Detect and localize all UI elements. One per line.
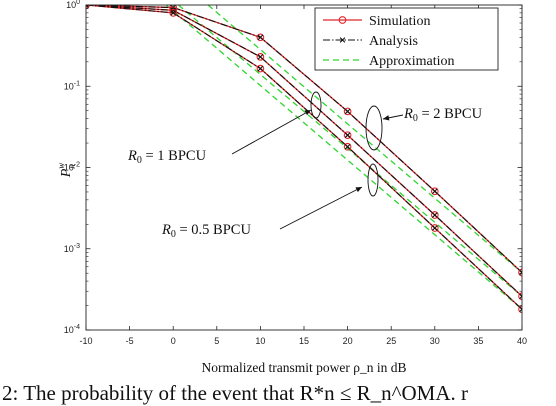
y-tick-label: 10-1 bbox=[64, 80, 80, 91]
y-tick-label: 100 bbox=[66, 0, 80, 10]
simulation-marker bbox=[430, 224, 439, 232]
annotation-arrow-3 bbox=[279, 186, 363, 230]
simulation-marker bbox=[343, 107, 352, 116]
x-tick-label: 35 bbox=[473, 336, 483, 346]
annotation-label-1: R0 = 2 BPCU bbox=[403, 106, 483, 124]
annotation-symbol: R bbox=[161, 222, 171, 238]
y-tick-exponent: -3 bbox=[74, 243, 80, 250]
x-tick-label: 25 bbox=[386, 336, 396, 346]
analysis-line-3 bbox=[86, 5, 522, 310]
x-tick-label: 15 bbox=[299, 336, 309, 346]
y-tick-exponent: -4 bbox=[74, 324, 80, 331]
y-label-subscript: n bbox=[67, 164, 77, 169]
simulation-marker bbox=[169, 9, 178, 17]
analysis-marker bbox=[257, 54, 264, 60]
annotation-arrowhead-1 bbox=[383, 115, 390, 121]
simulation-marker bbox=[256, 53, 265, 61]
analysis-marker bbox=[344, 143, 351, 150]
analysis-marker bbox=[519, 306, 522, 313]
legend-marker-simulation bbox=[338, 16, 347, 24]
analysis-marker bbox=[257, 65, 264, 72]
y-tick-label: 10-2 bbox=[64, 162, 80, 173]
simulation-marker bbox=[430, 211, 439, 219]
y-tick-exponent: -1 bbox=[74, 80, 80, 87]
annotation-arrowhead-2 bbox=[304, 110, 311, 116]
x-tick-label: -10 bbox=[79, 336, 92, 346]
annotation-arrow-2 bbox=[231, 109, 312, 155]
curves-layer bbox=[86, 5, 522, 314]
legend-label: Simulation bbox=[369, 14, 430, 29]
annotation-text: = 1 BPCU bbox=[142, 148, 207, 164]
approximation-line-3 bbox=[165, 5, 522, 310]
x-tick-label: 10 bbox=[255, 336, 265, 346]
y-tick-exponent: -2 bbox=[74, 162, 80, 169]
simulation-marker bbox=[343, 131, 352, 140]
analysis-marker bbox=[344, 108, 351, 115]
analysis-marker bbox=[432, 188, 438, 195]
x-tick-label: 20 bbox=[343, 336, 353, 346]
analysis-marker bbox=[432, 212, 438, 218]
annotation-ellipse-2 bbox=[310, 91, 322, 119]
y-label-superscript: w bbox=[56, 163, 66, 169]
legend-label: Approximation bbox=[369, 54, 455, 69]
y-tick-base: 10 bbox=[64, 244, 74, 254]
annotation-ellipse-1 bbox=[365, 105, 383, 151]
axis-labels-layer: Normalized transmit power ρ_n in dB Pwn 2:… bbox=[2, 163, 468, 405]
simulation-marker bbox=[518, 268, 522, 277]
legend-marker-analysis bbox=[339, 37, 346, 43]
y-tick-base: 10 bbox=[64, 163, 74, 173]
annotation-symbol: R bbox=[403, 106, 413, 122]
annotation-subscript: 0 bbox=[171, 229, 176, 240]
annotation-text: = 0.5 BPCU bbox=[176, 222, 252, 238]
analysis-marker bbox=[86, 5, 89, 8]
figure-caption: 2: The probability of the event that R*n… bbox=[2, 381, 468, 405]
simulation-marker bbox=[430, 187, 439, 196]
x-axis-label: Normalized transmit power ρ_n in dB bbox=[201, 360, 406, 375]
annotation-symbol: R bbox=[127, 148, 137, 164]
analysis-line-1 bbox=[86, 5, 522, 273]
analysis-marker bbox=[257, 34, 264, 41]
annotation-subscript: 0 bbox=[413, 113, 418, 124]
x-tick-label: 5 bbox=[214, 336, 219, 346]
simulation-marker bbox=[518, 292, 522, 301]
simulation-marker bbox=[343, 142, 352, 151]
x-tick-label: 30 bbox=[430, 336, 440, 346]
annotation-arrowhead-3 bbox=[355, 187, 362, 193]
annotation-ellipse-3 bbox=[367, 163, 379, 197]
simulation-marker bbox=[518, 305, 522, 314]
annotation-text: = 2 BPCU bbox=[418, 106, 483, 122]
y-tick-label: 10-4 bbox=[64, 324, 80, 335]
legend: Simulation Analysis Approximation bbox=[314, 7, 499, 71]
legend-label: Analysis bbox=[369, 34, 418, 49]
simulation-marker bbox=[256, 64, 265, 73]
analysis-marker bbox=[170, 10, 176, 16]
y-label-main: P bbox=[59, 168, 74, 178]
x-tick-label: -5 bbox=[126, 336, 134, 346]
annotation-subscript: 0 bbox=[137, 155, 142, 166]
y-tick-label: 10-3 bbox=[64, 243, 80, 254]
y-tick-base: 10 bbox=[64, 81, 74, 91]
y-tick-base: 10 bbox=[64, 325, 74, 335]
x-tick-label: 40 bbox=[517, 336, 527, 346]
y-axis-label: Pwn bbox=[56, 163, 77, 179]
annotation-label-3: R0 = 0.5 BPCU bbox=[161, 222, 251, 240]
x-tick-label: 0 bbox=[171, 336, 176, 346]
analysis-marker bbox=[519, 269, 522, 276]
analysis-marker bbox=[519, 293, 522, 300]
simulation-marker bbox=[256, 33, 265, 42]
approximation-line-1 bbox=[207, 5, 522, 274]
analysis-line-2 bbox=[86, 5, 522, 297]
analysis-marker bbox=[344, 132, 351, 138]
y-tick-base: 10 bbox=[66, 0, 76, 10]
annotation-label-2: R0 = 1 BPCU bbox=[127, 148, 207, 166]
analysis-marker bbox=[432, 225, 438, 231]
y-tick-exponent: 0 bbox=[76, 0, 80, 6]
